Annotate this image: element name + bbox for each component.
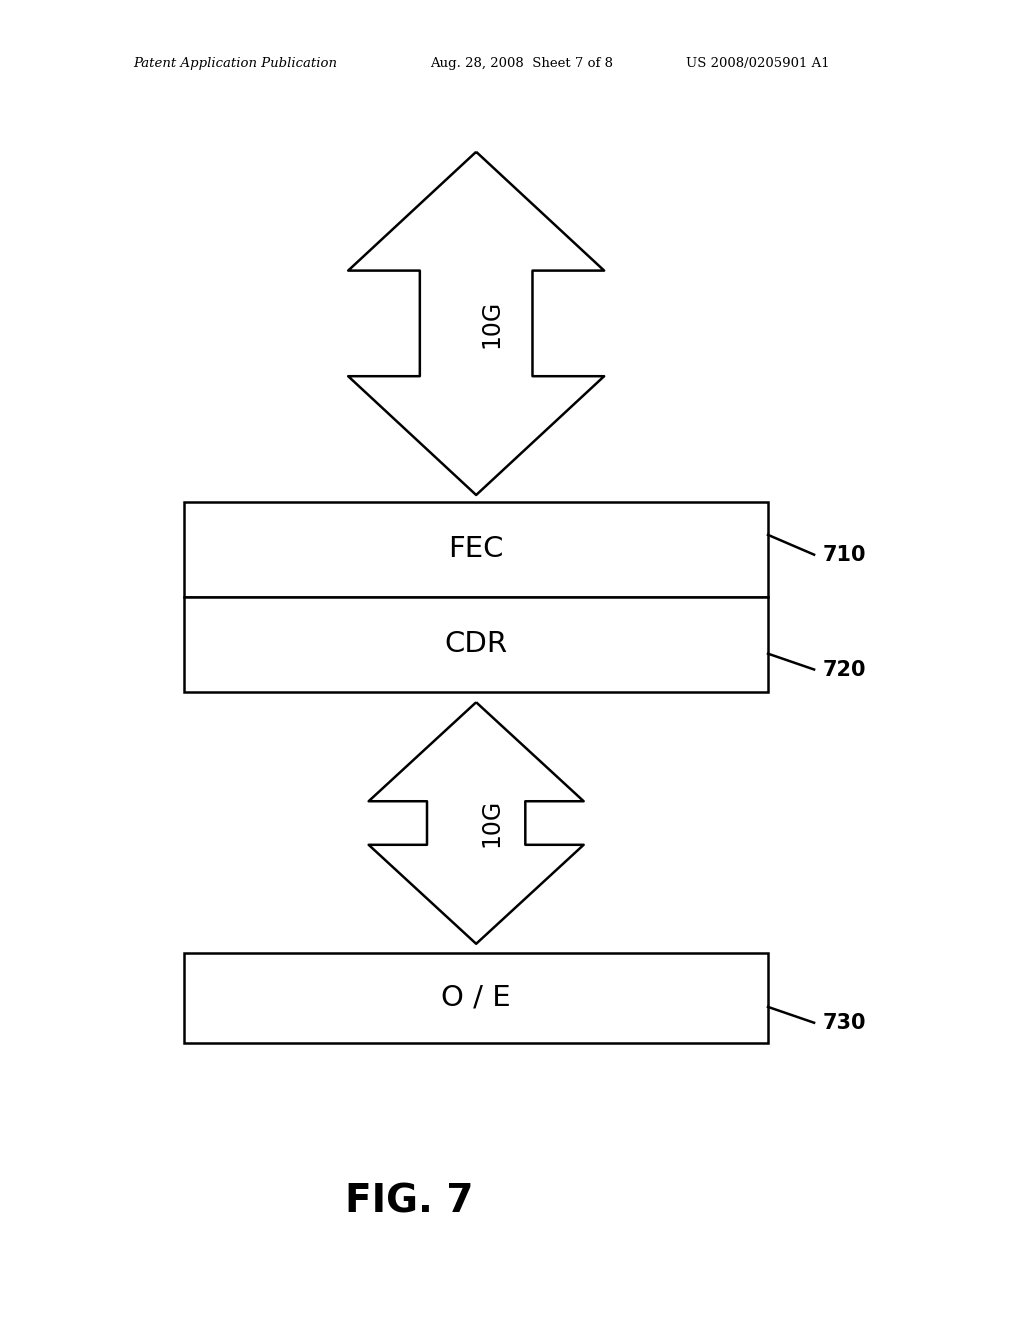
Text: 10G: 10G — [479, 300, 504, 347]
Text: FIG. 7: FIG. 7 — [345, 1183, 474, 1220]
Bar — [184, 953, 768, 1043]
Text: 710: 710 — [822, 545, 865, 565]
Bar — [184, 502, 768, 597]
Text: Aug. 28, 2008  Sheet 7 of 8: Aug. 28, 2008 Sheet 7 of 8 — [430, 57, 613, 70]
Text: CDR: CDR — [444, 630, 508, 659]
Text: 720: 720 — [822, 660, 865, 680]
Text: 10G: 10G — [479, 799, 504, 847]
Text: 730: 730 — [822, 1012, 865, 1032]
Text: US 2008/0205901 A1: US 2008/0205901 A1 — [686, 57, 829, 70]
Text: O / E: O / E — [441, 983, 511, 1012]
Text: FEC: FEC — [449, 535, 504, 564]
Text: Patent Application Publication: Patent Application Publication — [133, 57, 337, 70]
Bar — [184, 597, 768, 692]
